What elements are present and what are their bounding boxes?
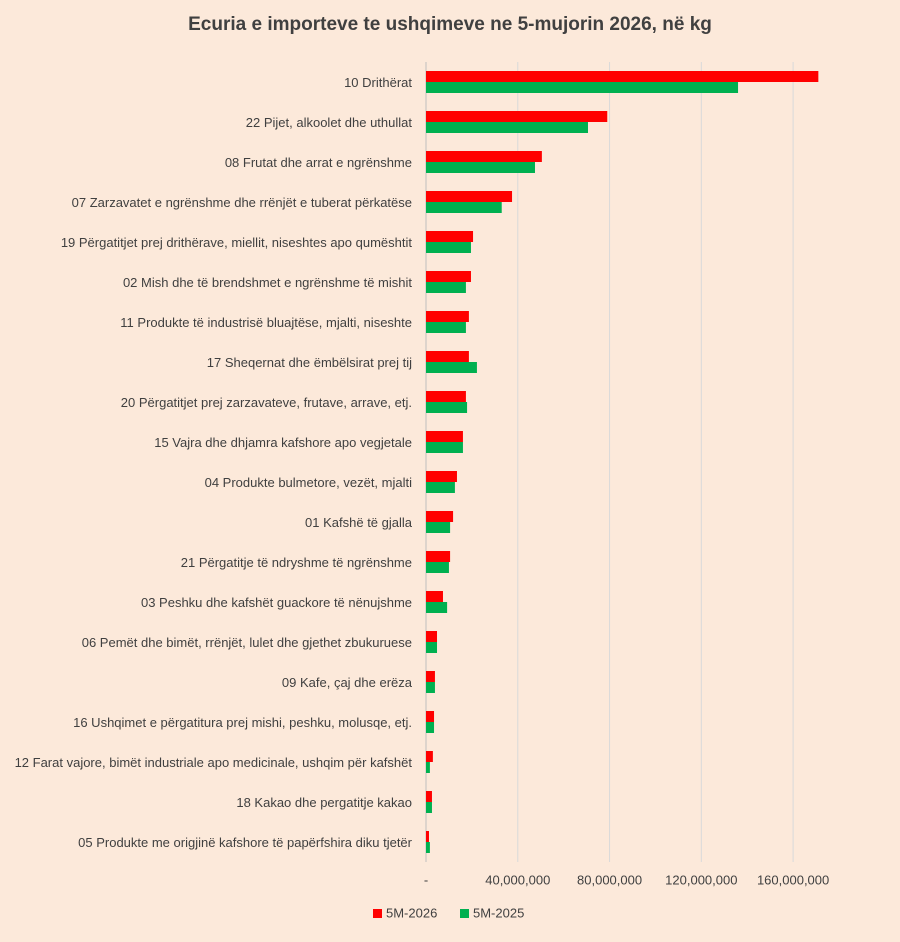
y-tick-label: 01 Kafshë të gjalla — [305, 514, 412, 530]
bar — [426, 802, 432, 813]
bar — [426, 431, 463, 442]
bar — [426, 522, 451, 533]
bar — [426, 162, 535, 173]
legend-swatch — [460, 909, 469, 918]
bar — [426, 311, 469, 322]
bar — [426, 242, 471, 253]
bar — [426, 642, 438, 653]
bar — [426, 322, 466, 333]
y-tick-label: 02 Mish dhe të brendshmet e ngrënshme të… — [122, 274, 412, 290]
bar — [426, 362, 477, 373]
bar — [426, 671, 435, 682]
y-tick-label: 16 Ushqimet e përgatitura prej mishi, pe… — [73, 714, 412, 730]
bar — [426, 842, 430, 853]
bar — [426, 111, 608, 122]
y-tick-label: 12 Farat vajore, bimët industriale apo m… — [14, 754, 412, 770]
bar — [426, 231, 474, 242]
bar — [426, 791, 432, 802]
bar — [426, 202, 502, 213]
y-tick-label: 19 Përgatitjet prej drithërave, miellit,… — [60, 234, 412, 250]
bar — [426, 711, 435, 722]
x-tick-label: 40,000,000 — [485, 872, 550, 887]
y-tick-label: 04 Produkte bulmetore, vezët, mjalti — [204, 474, 412, 490]
legend-label: 5M-2025 — [473, 905, 524, 920]
bar — [426, 282, 466, 293]
bar — [426, 831, 429, 842]
y-tick-label: 11 Produkte të industrisë bluajtëse, mja… — [120, 314, 412, 330]
y-tick-label: 20 Përgatitjet prej zarzavateve, frutave… — [120, 394, 412, 410]
x-tick-label: 120,000,000 — [665, 872, 737, 887]
y-tick-label: 09 Kafe, çaj dhe erëza — [281, 674, 412, 690]
bar — [426, 351, 469, 362]
bar — [426, 722, 435, 733]
bar — [426, 82, 739, 93]
y-tick-label: 07 Zarzavatet e ngrënshme dhe rrënjët e … — [71, 194, 412, 210]
bar — [426, 631, 438, 642]
y-tick-label: 18 Kakao dhe pergatitje kakao — [236, 794, 412, 810]
bar — [426, 682, 435, 693]
y-tick-label: 03 Peshku dhe kafshët guackore të nënujs… — [140, 594, 412, 610]
y-tick-label: 10 Drithërat — [344, 74, 412, 90]
bar — [426, 591, 443, 602]
bar — [426, 602, 448, 613]
y-tick-label: 06 Pemët dhe bimët, rrënjët, lulet dhe g… — [81, 634, 412, 650]
bar — [426, 402, 468, 413]
x-tick-label: - — [424, 872, 428, 887]
bar — [426, 191, 513, 202]
bar — [426, 482, 455, 493]
x-tick-label: 80,000,000 — [577, 872, 642, 887]
y-tick-label: 21 Përgatitje të ndryshme të ngrënshme — [180, 554, 412, 570]
chart-title: Ecuria e importeve te ushqimeve ne 5-muj… — [188, 14, 712, 35]
bar — [426, 271, 471, 282]
bar — [426, 562, 449, 573]
bar — [426, 442, 463, 453]
legend-label: 5M-2026 — [386, 905, 437, 920]
x-tick-label: 160,000,000 — [757, 872, 829, 887]
legend-swatch — [373, 909, 382, 918]
y-tick-label: 17 Sheqernat dhe ëmbëlsirat prej tij — [206, 354, 412, 370]
bar — [426, 551, 451, 562]
bar — [426, 122, 588, 133]
bar — [426, 471, 457, 482]
bar — [426, 151, 542, 162]
y-tick-label: 22 Pijet, alkoolet dhe uthullat — [245, 114, 412, 130]
y-tick-label: 08 Frutat dhe arrat e ngrënshme — [224, 154, 412, 170]
y-tick-label: 15 Vajra dhe dhjamra kafshore apo vegjet… — [154, 434, 412, 450]
bar — [426, 511, 454, 522]
bar — [426, 71, 819, 82]
bar — [426, 751, 433, 762]
bar — [426, 391, 466, 402]
y-tick-label: 05 Produkte me origjinë kafshore të papë… — [78, 834, 412, 850]
bar — [426, 762, 430, 773]
